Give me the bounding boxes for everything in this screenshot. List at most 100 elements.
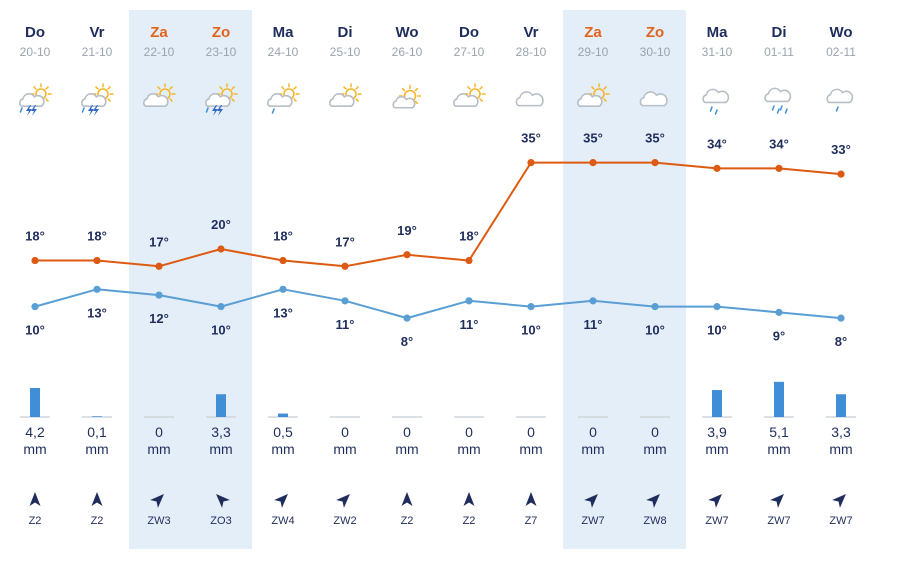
max-temperature-point bbox=[775, 164, 783, 172]
wind-label: Z7 bbox=[525, 515, 538, 527]
precipitation-unit: mm bbox=[643, 441, 666, 457]
precipitation-amount: 0 bbox=[155, 424, 163, 440]
cloud-shape bbox=[453, 93, 479, 107]
sun-ray bbox=[414, 87, 419, 92]
wind-direction-icon bbox=[91, 492, 103, 506]
day-name: Di bbox=[772, 24, 787, 41]
min-temperature-label: 10° bbox=[645, 323, 665, 338]
max-temperature-line bbox=[35, 161, 842, 268]
precipitation-bar bbox=[30, 388, 40, 417]
max-temperature-point bbox=[155, 262, 163, 270]
sun-ray bbox=[107, 98, 111, 102]
sun-ray bbox=[479, 98, 483, 102]
cloud-shape bbox=[577, 93, 603, 107]
rain-drop bbox=[784, 108, 788, 114]
sun-ray bbox=[281, 86, 285, 90]
sun-ray bbox=[355, 86, 359, 90]
wind-arrow-shape bbox=[91, 492, 103, 506]
wind-arrow-shape bbox=[708, 494, 722, 508]
min-temperature-point bbox=[589, 297, 597, 305]
precipitation-unit: mm bbox=[705, 441, 728, 457]
max-temperature-point bbox=[651, 159, 659, 167]
min-temperature-label: 13° bbox=[273, 305, 293, 320]
wind-arrow-shape bbox=[770, 494, 784, 508]
day-date: 26-10 bbox=[392, 45, 423, 59]
rain-drop bbox=[81, 107, 85, 113]
min-temperature-point bbox=[93, 285, 101, 293]
sun-ray bbox=[231, 86, 235, 90]
day-date: 20-10 bbox=[20, 45, 51, 59]
wind-label: Z2 bbox=[463, 515, 476, 527]
precipitation-unit: mm bbox=[23, 441, 46, 457]
cloud-shape bbox=[764, 87, 792, 103]
precipitation-unit: mm bbox=[333, 441, 356, 457]
sun-ray bbox=[231, 98, 235, 102]
max-temperature-label: 17° bbox=[335, 234, 355, 249]
precipitation-amount: 0 bbox=[403, 424, 411, 440]
precipitation-bars bbox=[20, 381, 856, 418]
precipitation-unit: mm bbox=[147, 441, 170, 457]
wind-arrow-shape bbox=[832, 494, 846, 508]
lightning-bolt bbox=[93, 105, 99, 116]
max-temperature-label: 19° bbox=[397, 223, 417, 238]
wind-direction-icon bbox=[274, 494, 288, 508]
wind-label: ZW7 bbox=[581, 515, 604, 527]
max-temperature-label: 34° bbox=[707, 136, 727, 151]
wind-direction-icon bbox=[29, 492, 41, 506]
drizzle-cloud-icon bbox=[826, 88, 854, 112]
min-temperature-point bbox=[651, 303, 659, 311]
max-temperature-point bbox=[217, 245, 225, 253]
lightning-bolt bbox=[217, 105, 223, 116]
min-temperature-point bbox=[465, 297, 473, 305]
day-date: 30-10 bbox=[640, 45, 671, 59]
precipitation-unit: mm bbox=[271, 441, 294, 457]
wind-direction-icon bbox=[463, 492, 475, 506]
day-date: 24-10 bbox=[268, 45, 299, 59]
wind-direction-icon bbox=[525, 492, 537, 506]
day-name: Vr bbox=[523, 24, 538, 41]
wind-arrow-shape bbox=[216, 494, 230, 508]
day-name: Za bbox=[584, 24, 602, 41]
precipitation-amount: 0 bbox=[589, 424, 597, 440]
partly-cloudy-icon bbox=[453, 83, 486, 107]
wind-direction-icon bbox=[216, 494, 230, 508]
max-temperature-point bbox=[589, 159, 597, 167]
max-temperature-label: 35° bbox=[583, 131, 603, 146]
cloud-shape bbox=[702, 88, 730, 104]
min-temperature-label: 9° bbox=[773, 328, 785, 343]
day-date: 29-10 bbox=[578, 45, 609, 59]
wind-label: Z2 bbox=[29, 515, 42, 527]
cloud-shape bbox=[81, 93, 107, 107]
sun-ray bbox=[33, 86, 37, 90]
precipitation-amount: 0,1 bbox=[87, 424, 107, 440]
precipitation-bar bbox=[836, 394, 846, 417]
day-name: Di bbox=[338, 24, 353, 41]
cloud-icon bbox=[515, 91, 544, 107]
lightning-bolt bbox=[26, 105, 32, 116]
wind-label: Z2 bbox=[91, 515, 104, 527]
cloud-shape bbox=[19, 93, 45, 107]
wind-arrow-shape bbox=[646, 494, 660, 508]
day-date: 25-10 bbox=[330, 45, 361, 59]
cloud-shape bbox=[267, 93, 293, 107]
precipitation-amount: 3,9 bbox=[707, 424, 727, 440]
wind-label: ZW8 bbox=[643, 515, 666, 527]
wind-direction-icon bbox=[770, 494, 784, 508]
partly-cloudy-icon bbox=[143, 83, 176, 107]
max-temperature-label: 18° bbox=[459, 229, 479, 244]
precipitation-unit: mm bbox=[85, 441, 108, 457]
wind-arrow-shape bbox=[525, 492, 537, 506]
wind-indicators: Z2 Z2 ZW3 ZO3 ZW4 ZW2 Z2 Z2 Z7 ZW7 ZW8 ZW7 ZW7 ZW7 bbox=[29, 492, 853, 527]
precipitation-unit: mm bbox=[767, 441, 790, 457]
wind-arrow-shape bbox=[401, 492, 413, 506]
sun-ray bbox=[107, 86, 111, 90]
cloud-shape bbox=[329, 93, 355, 107]
max-temperature-point bbox=[837, 170, 845, 178]
max-temperature-point bbox=[527, 159, 535, 167]
sun-ray bbox=[95, 86, 99, 90]
rain-drop bbox=[776, 108, 780, 114]
lightning-bolt bbox=[212, 105, 218, 116]
day-date: 22-10 bbox=[144, 45, 175, 59]
max-temperature-label: 20° bbox=[211, 217, 231, 232]
